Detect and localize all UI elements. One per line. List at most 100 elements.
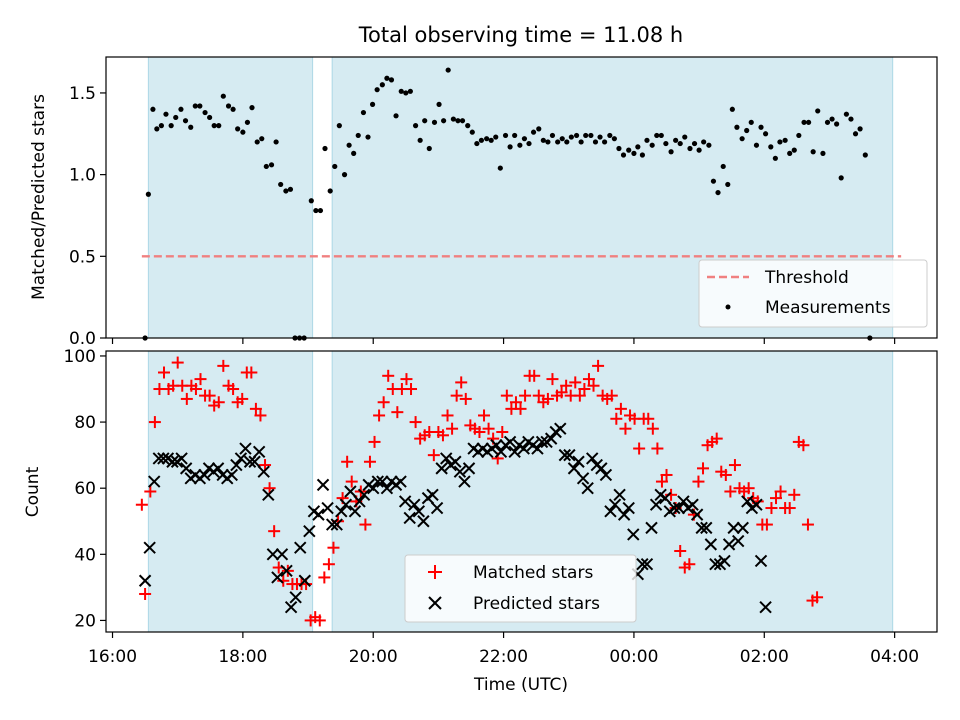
matched-star-point	[801, 518, 814, 531]
measurement-point	[450, 116, 456, 122]
predicted-star-point	[668, 501, 681, 515]
predicted-star-point	[252, 445, 266, 459]
measurement-point	[852, 131, 859, 137]
predicted-star-point	[558, 448, 572, 462]
matched-star-point	[514, 402, 527, 415]
measurement-point	[459, 118, 466, 124]
matched-star-point	[400, 373, 413, 386]
matched-star-point	[327, 541, 340, 554]
y-tick-label: 100	[64, 347, 96, 367]
measurement-point	[564, 139, 570, 145]
measurement-point	[283, 188, 289, 194]
measurement-point	[158, 123, 164, 129]
matched-star-point	[788, 488, 801, 501]
ratio-panel: 0.0 0.5 1.0 1.5 Matched/Predicted stars Thr…	[29, 56, 938, 349]
bottom-y-ticks: 20 40 60 80 100	[64, 347, 106, 631]
measurement-point	[327, 188, 333, 194]
legend-matched-label: Matched stars	[473, 563, 593, 583]
measurement-point	[431, 119, 438, 125]
measurement-point	[762, 131, 769, 137]
measurement-point	[658, 132, 664, 139]
predicted-star-point	[700, 521, 713, 535]
predicted-star-point	[677, 495, 690, 508]
matched-star-point	[610, 412, 623, 425]
matched-star-point	[148, 416, 161, 429]
predicted-star-point	[754, 554, 768, 568]
measurement-point	[536, 126, 542, 132]
measurement-point	[668, 149, 674, 155]
measurement-points	[142, 67, 873, 341]
predicted-star-point	[289, 591, 302, 604]
measurement-point	[555, 139, 561, 145]
measurement-point	[150, 106, 156, 112]
measurement-point	[182, 118, 189, 124]
measurement-point	[597, 134, 603, 140]
predicted-star-point	[344, 485, 357, 498]
measurement-point	[649, 142, 655, 148]
predicted-star-point	[617, 508, 631, 521]
matched-star-point	[478, 409, 491, 422]
measurement-point	[729, 106, 735, 112]
measurement-point	[384, 75, 390, 81]
predicted-star-point	[695, 521, 708, 535]
predicted-star-point	[325, 518, 339, 531]
predicted-star-point	[225, 468, 238, 482]
measurement-point	[677, 140, 683, 147]
predicted-star-point	[367, 481, 380, 495]
predicted-star-point	[316, 478, 330, 492]
matched-star-point	[368, 435, 381, 448]
matched-star-point	[578, 383, 591, 396]
predicted-star-point	[494, 445, 508, 459]
measurement-point	[691, 140, 698, 147]
matched-star-point	[382, 369, 395, 382]
matched-star-point	[724, 485, 737, 498]
y-tick-label: 0.0	[69, 329, 96, 349]
predicted-star-point	[426, 488, 439, 502]
measurement-point	[317, 207, 324, 214]
predicted-star-point	[627, 528, 640, 541]
predicted-star-point	[398, 495, 412, 508]
measurement-point	[474, 140, 480, 147]
matched-star-point	[774, 485, 787, 498]
matched-star-point	[697, 462, 710, 475]
measurement-point	[211, 123, 217, 129]
measurement-point	[412, 123, 419, 129]
measurement-point	[465, 123, 471, 129]
predicted-star-point	[690, 508, 704, 521]
matched-star-point	[473, 425, 486, 438]
measurement-point	[398, 88, 404, 94]
measurement-point	[620, 152, 627, 158]
measurement-point	[336, 123, 342, 129]
predicted-star-point	[554, 422, 567, 435]
matched-star-point	[203, 389, 216, 402]
measurement-point	[806, 119, 812, 125]
measurement-point	[512, 132, 518, 139]
predicted-star-point	[672, 501, 686, 515]
measurement-point	[379, 82, 385, 88]
predicted-star-point	[462, 462, 476, 475]
measurement-point	[801, 119, 807, 125]
matched-star-point	[318, 571, 331, 584]
measurement-point	[682, 134, 688, 140]
matched-star-point	[227, 383, 240, 396]
predicted-star-point	[490, 439, 503, 452]
matched-star-point	[719, 468, 732, 481]
predicted-star-point	[403, 511, 416, 525]
measurement-point	[497, 165, 503, 171]
measurement-point	[235, 126, 241, 132]
predicted-star-point	[727, 521, 740, 535]
predicted-star-point	[353, 495, 366, 508]
matched-star-point	[811, 591, 824, 604]
measurement-point	[862, 152, 868, 158]
predicted-star-point	[503, 435, 517, 449]
x-tick-label: 22:00	[479, 647, 528, 667]
predicted-star-point	[179, 462, 193, 475]
matched-star-point	[217, 359, 230, 372]
measurement-point	[824, 119, 831, 125]
measurement-point	[422, 118, 428, 124]
predicted-star-point	[303, 524, 316, 538]
measurement-point	[696, 147, 702, 153]
y-tick-label: 1.0	[69, 166, 96, 186]
matched-star-point	[446, 422, 459, 435]
predicted-star-point	[453, 465, 467, 478]
